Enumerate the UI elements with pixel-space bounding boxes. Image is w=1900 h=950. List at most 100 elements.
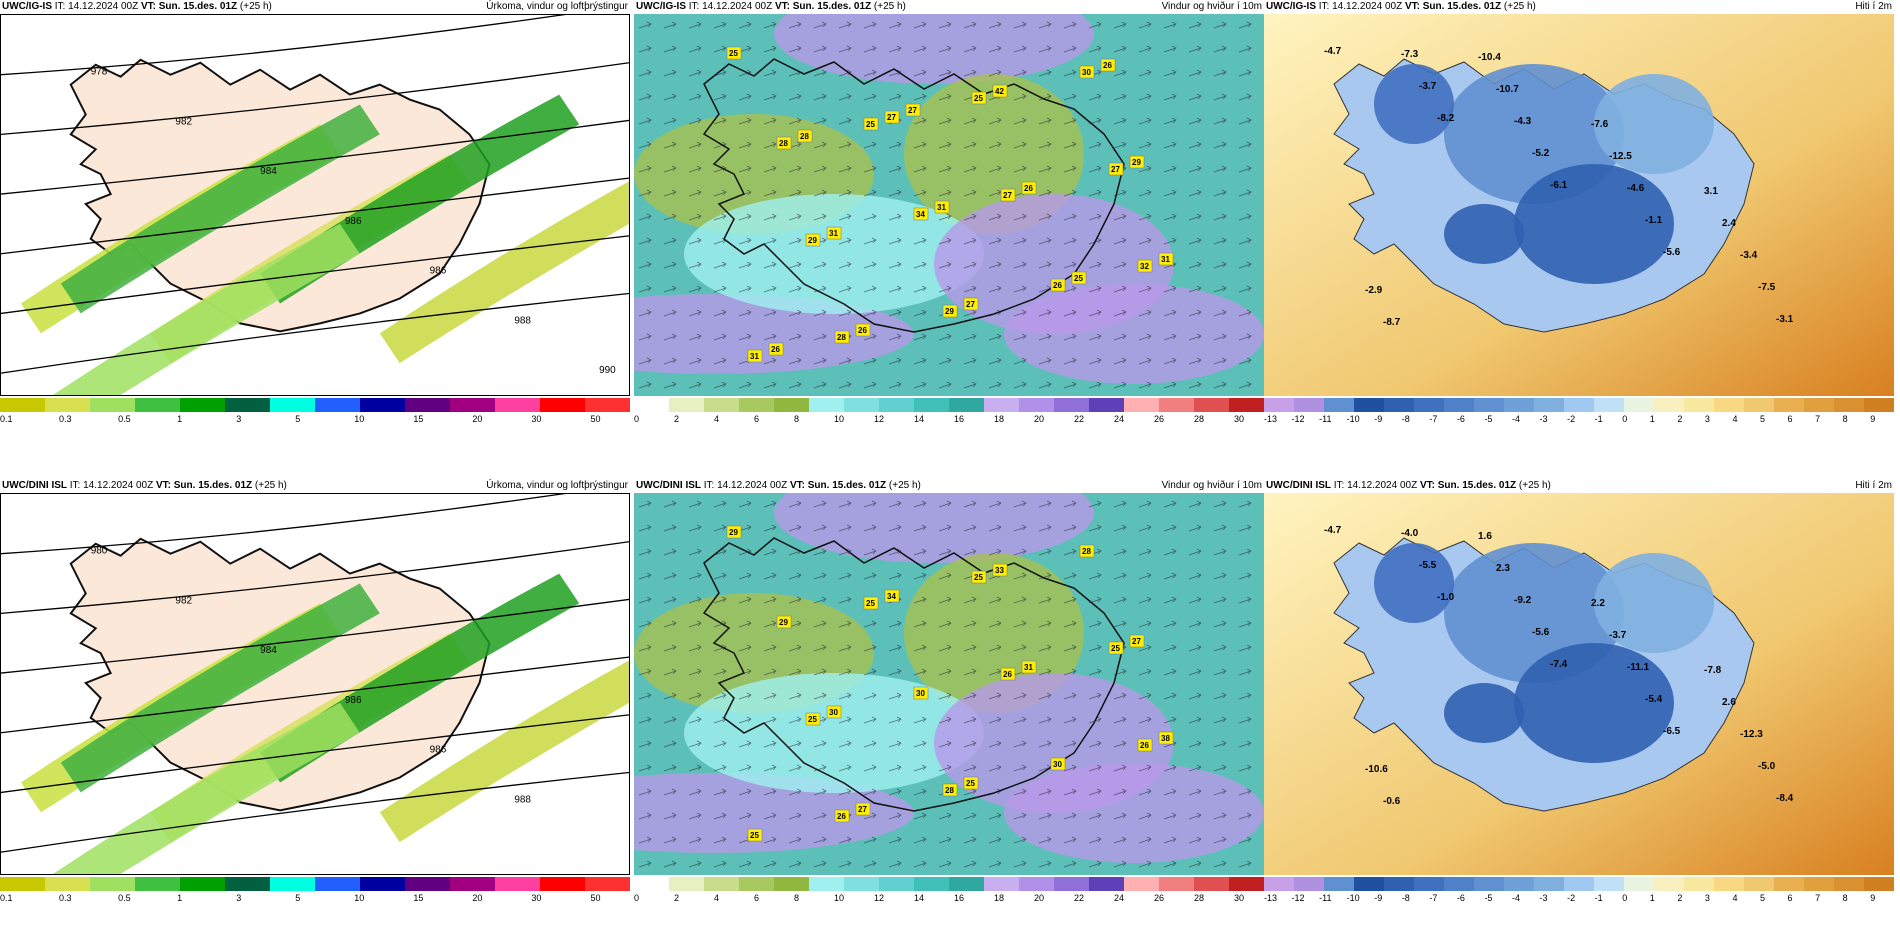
- colorbar-swatch: [1354, 877, 1384, 891]
- colorbar-tick-label: -4: [1512, 414, 1521, 424]
- isobar-label: 984: [260, 166, 277, 177]
- colorbar-swatch: [1054, 398, 1089, 412]
- colorbar-tick-label: 0.1: [0, 414, 13, 424]
- colorbar-swatch: [0, 877, 45, 891]
- gust-label: 29: [729, 528, 738, 537]
- colorbar-tick-label: -6: [1456, 893, 1465, 903]
- colorbar-swatch: [1624, 877, 1654, 891]
- panel-title: Úrkoma, vindur og loftþrýstingur: [486, 1, 628, 12]
- colorbar: [1264, 398, 1894, 412]
- colorbar-swatch: [450, 877, 495, 891]
- panel-title: Vindur og hviður í 10m: [1161, 1, 1262, 12]
- colorbar-tick-label: 0.5: [118, 893, 131, 903]
- colorbar-swatch: [360, 398, 405, 412]
- colorbar-tick-label: -5: [1484, 893, 1493, 903]
- colorbar-swatch: [704, 398, 739, 412]
- colorbar-swatch: [984, 398, 1019, 412]
- panel-title: Vindur og hviður í 10m: [1161, 480, 1262, 491]
- temperature-label: -8.2: [1437, 113, 1455, 124]
- colorbar-tick-label: 3: [236, 893, 242, 903]
- colorbar-tick-label: 0.3: [59, 414, 72, 424]
- colorbar-swatch: [315, 398, 360, 412]
- colorbar-swatch: [495, 877, 540, 891]
- colorbar-tick-label: -13: [1264, 893, 1278, 903]
- colorbar-tick-label: -8: [1401, 414, 1410, 424]
- temperature-label: -4.7: [1324, 46, 1342, 57]
- colorbar-swatch: [1504, 398, 1534, 412]
- gust-label: 25: [750, 831, 759, 840]
- isobar-label: 986: [430, 266, 447, 277]
- colorbar-swatch: [1744, 877, 1774, 891]
- colorbar-swatch: [1294, 877, 1324, 891]
- colorbar-swatch: [1804, 877, 1834, 891]
- map-canvas: 25 25 27 32 28 25 27 29 29 30 28 34 26 31 27 26 31 26 42 29…: [634, 14, 1264, 396]
- temperature-label: -6.1: [1550, 180, 1568, 191]
- colorbar-swatch: [1564, 398, 1594, 412]
- gust-label: 31: [829, 229, 838, 238]
- gust-label: 26: [1103, 61, 1112, 70]
- panel-header: UWC/DINI ISL IT: 14.12.2024 00Z VT: Sun.…: [0, 479, 632, 493]
- colorbar-tick-label: -5: [1484, 414, 1493, 424]
- colorbar-swatch: [90, 398, 135, 412]
- colorbar-swatch: [1624, 398, 1654, 412]
- map-canvas: -4.7 -8.2 -6.1 -5.6 -3.1 -3.7 -5.2 -1.1 -7.5 -7.3…: [1264, 14, 1894, 396]
- colorbar-swatch: [1229, 398, 1264, 412]
- colorbar-swatch: [984, 877, 1019, 891]
- model-name: UWC/IG-IS: [636, 1, 686, 12]
- gust-label: 26: [1024, 184, 1033, 193]
- colorbar-tick-label: 16: [954, 414, 965, 424]
- colorbar-swatch: [225, 877, 270, 891]
- colorbar-swatch: [914, 398, 949, 412]
- gust-label: 33: [995, 566, 1004, 575]
- colorbar-swatch: [1019, 398, 1054, 412]
- lead-time: (+25 h): [254, 480, 287, 491]
- gust-label: 29: [808, 236, 817, 245]
- temperature-label: -7.4: [1550, 659, 1568, 670]
- colorbar-swatch: [1054, 877, 1089, 891]
- colorbar-tick-label: 6: [754, 893, 760, 903]
- temperature-label: 2.4: [1722, 218, 1736, 229]
- colorbar-swatch: [1714, 398, 1744, 412]
- colorbar-swatch: [774, 877, 809, 891]
- valid-time: Sun. 15.des. 01Z: [1422, 1, 1502, 12]
- colorbar-tick-label: 28: [1194, 893, 1205, 903]
- isobar-label: 990: [599, 365, 616, 376]
- colorbar-tick-label: 8: [1842, 414, 1848, 424]
- temperature-label: -12.5: [1609, 151, 1632, 162]
- temperature-label: -7.3: [1401, 49, 1419, 60]
- gust-label: 29: [779, 618, 788, 627]
- colorbar-tick-label: -3: [1539, 414, 1548, 424]
- colorbar-tick-label: -10: [1346, 893, 1360, 903]
- temperature-label: -3.7: [1609, 630, 1627, 641]
- valid-time: Sun. 15.des. 01Z: [158, 1, 238, 12]
- colorbar-tick-label: 5: [1760, 893, 1766, 903]
- colorbar-tick-label: 15: [413, 893, 424, 903]
- colorbar-tick-label: -7: [1429, 893, 1438, 903]
- colorbar-ticks: 0 2 4 6 8 10 12 14 16 18 20 22 24 26 28 30: [634, 892, 1264, 904]
- gust-label: 25: [729, 49, 738, 58]
- temperature-label: -4.3: [1514, 116, 1532, 127]
- temperature-label: -5.2: [1532, 148, 1550, 159]
- colorbar-swatch: [809, 398, 844, 412]
- colorbar-tick-label: 9: [1870, 893, 1876, 903]
- colorbar-swatch: [1384, 398, 1414, 412]
- colorbar-swatch: [879, 877, 914, 891]
- colorbar-tick-label: 2: [674, 414, 680, 424]
- temperature-label: -0.6: [1383, 796, 1401, 807]
- colorbar-tick-label: 6: [1787, 893, 1793, 903]
- gust-label: 28: [945, 786, 954, 795]
- colorbar-tick-label: 1: [1649, 414, 1655, 424]
- colorbar-swatch: [1444, 398, 1474, 412]
- colorbar-ticks: 0.1 0.3 0.5 1 3 5 10 15 20 30 50: [0, 413, 630, 425]
- colorbar-tick-label: 10: [354, 414, 365, 424]
- colorbar-swatch: [1864, 398, 1894, 412]
- colorbar: [634, 877, 1264, 891]
- lead-time: (+25 h): [1518, 480, 1551, 491]
- colorbar-swatch: [495, 398, 540, 412]
- gust-label: 30: [1053, 760, 1062, 769]
- colorbar-tick-label: 3: [236, 414, 242, 424]
- colorbar-tick-label: 22: [1074, 893, 1085, 903]
- colorbar-swatch: [1774, 398, 1804, 412]
- colorbar-swatch: [1194, 877, 1229, 891]
- valid-time: Sun. 15.des. 01Z: [1437, 480, 1517, 491]
